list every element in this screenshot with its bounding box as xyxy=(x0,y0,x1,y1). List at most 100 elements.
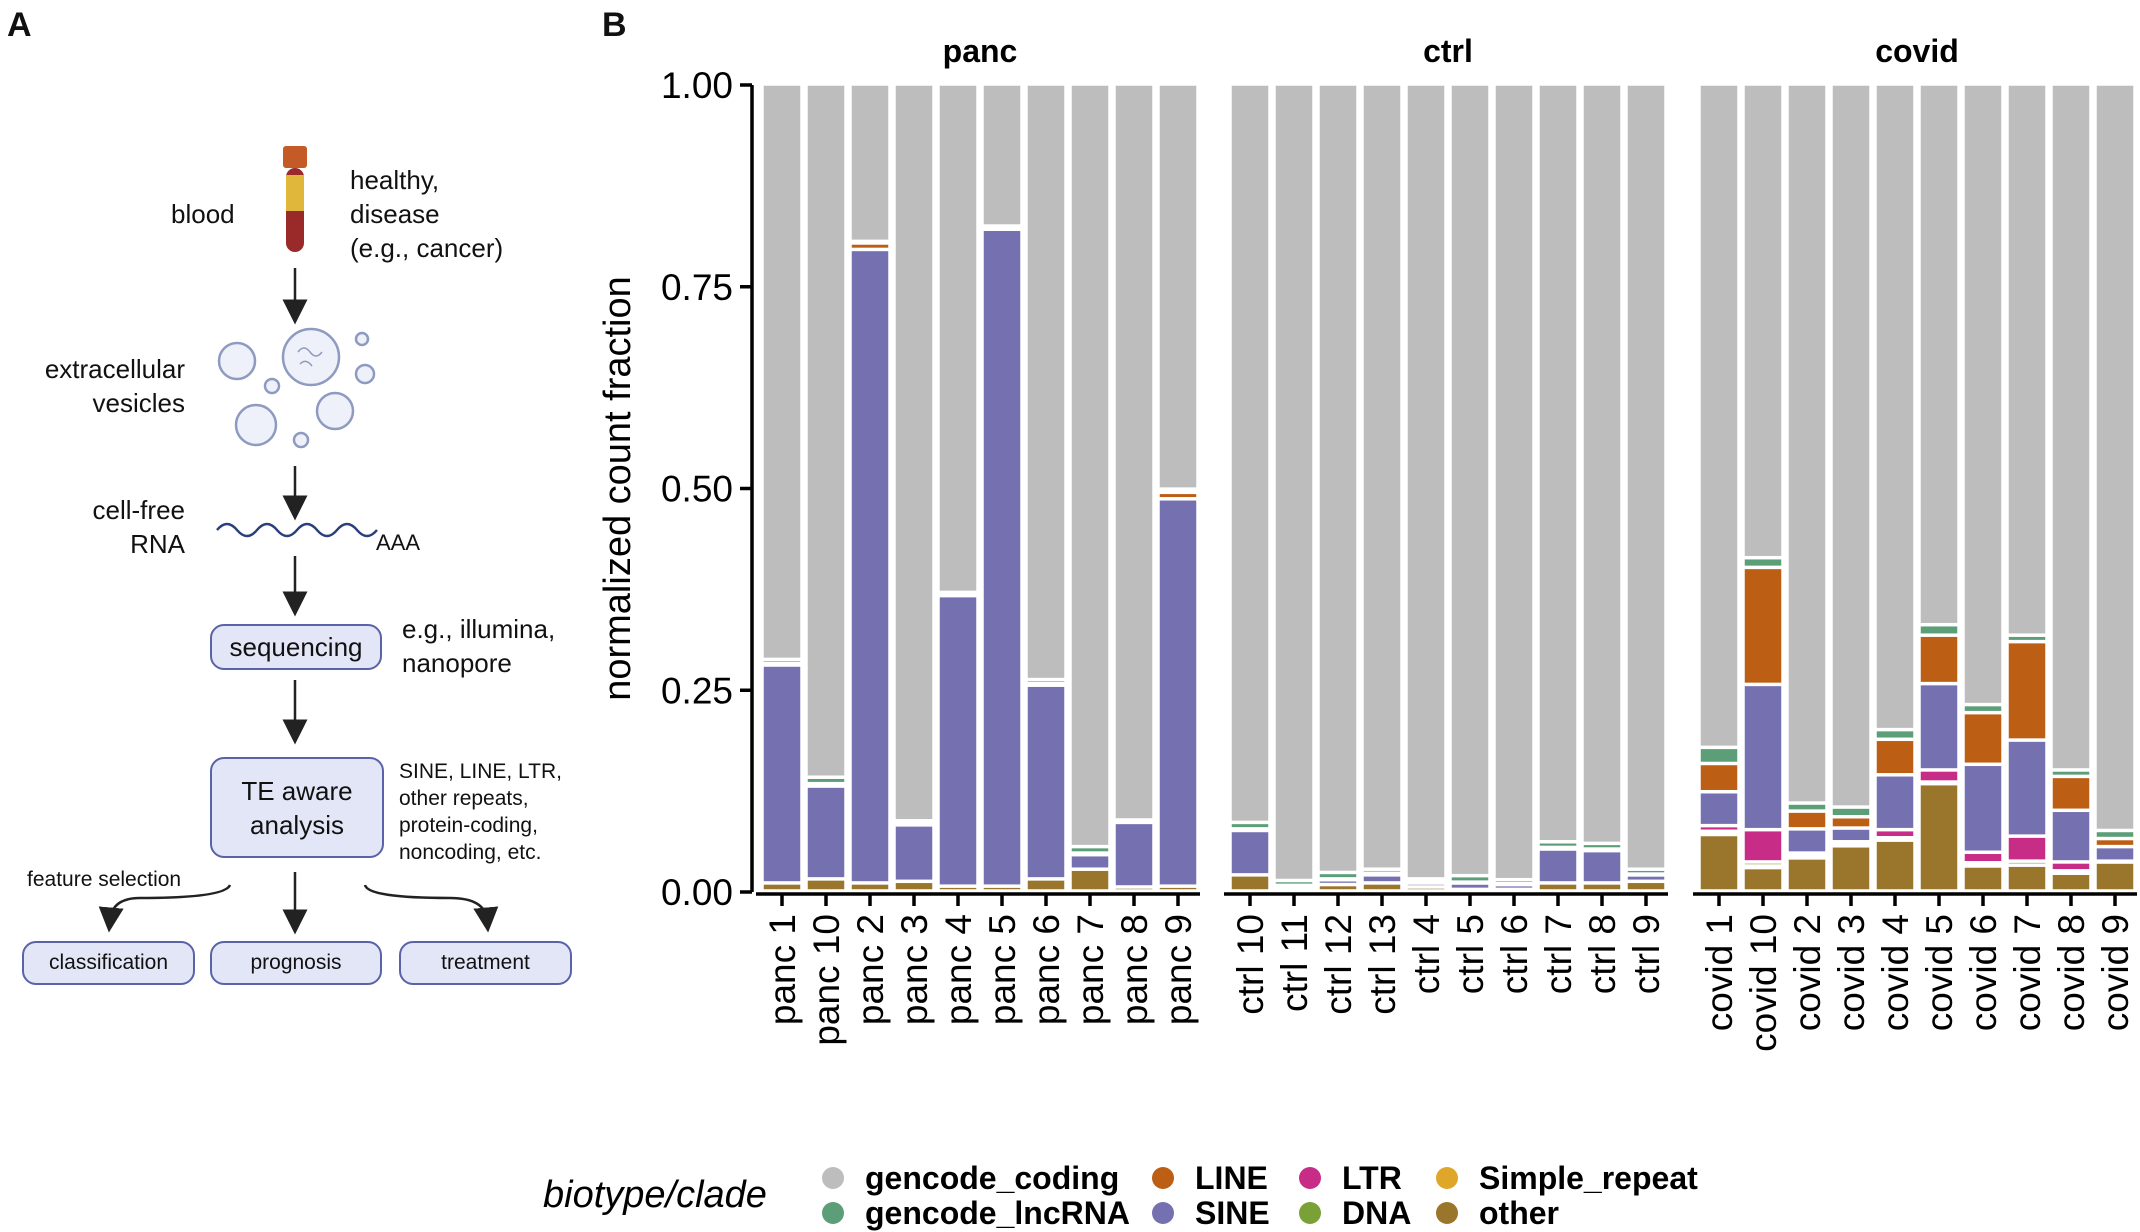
bar-segment-gencode_coding xyxy=(2095,84,2135,831)
treatment-label: treatment xyxy=(441,951,530,974)
x-tick-label: covid 7 xyxy=(2007,914,2048,1031)
x-tick-label: panc 10 xyxy=(806,914,847,1046)
legend-label-gencode_coding: gencode_coding xyxy=(865,1160,1119,1196)
facet-title-panc: panc xyxy=(943,33,1018,69)
classification-label: classification xyxy=(48,951,169,974)
bar-segment-LINE xyxy=(1699,763,1739,792)
bar-segment-gencode_coding xyxy=(1919,84,1959,625)
bar-segment-other xyxy=(1318,884,1358,891)
vesicles-icon xyxy=(217,327,376,449)
bar-segment-LINE xyxy=(1831,817,1871,828)
bar-segment-gencode_coding xyxy=(1743,84,1783,558)
bar-segment-other xyxy=(1626,881,1666,891)
bar-segment-gencode_coding xyxy=(1787,84,1827,803)
legend-label-Simple_repeat: Simple_repeat xyxy=(1479,1160,1698,1196)
bar-segment-SINE xyxy=(1582,850,1622,883)
bar-segment-gencode_lncRNA xyxy=(1274,880,1314,886)
blood-note: healthy, disease (e.g., cancer) xyxy=(350,163,503,265)
bar-segment-SINE xyxy=(1230,830,1270,875)
bar-segment-gencode_lncRNA xyxy=(850,241,890,244)
bar-segment-gencode_lncRNA xyxy=(1158,489,1198,493)
bar-segment-LTR xyxy=(1699,825,1739,832)
prognosis-box: prognosis xyxy=(210,941,382,985)
bar-segment-LINE xyxy=(894,824,934,827)
x-tick-label: panc 7 xyxy=(1070,914,1111,1025)
bar-segment-other xyxy=(850,883,890,891)
bar-segment-LINE xyxy=(1230,829,1270,832)
bar-segment-DNA xyxy=(1743,862,1783,866)
bar-segment-other xyxy=(982,886,1022,891)
bar-segment-gencode_lncRNA xyxy=(1787,803,1827,811)
bar-segment-gencode_coding xyxy=(1699,84,1739,748)
bar-segment-gencode_lncRNA xyxy=(1743,557,1783,568)
x-tick-label: panc 2 xyxy=(850,914,891,1025)
legend-swatch-other xyxy=(1436,1202,1458,1224)
bar-segment-LINE xyxy=(806,783,846,787)
bar-segment-LTR xyxy=(1787,853,1827,857)
bar-segment-Simple_repeat xyxy=(1699,831,1739,835)
bar-segment-SINE xyxy=(1743,684,1783,830)
bar-segment-LINE xyxy=(2007,641,2047,740)
cfrna-label-line: RNA xyxy=(130,529,185,559)
bar-segment-gencode_coding xyxy=(1494,84,1534,880)
bar-segment-gencode_lncRNA xyxy=(762,659,802,664)
x-tick-label: covid 1 xyxy=(1699,914,1740,1031)
sequencing-label: sequencing xyxy=(229,632,363,662)
x-tick-label: panc 3 xyxy=(894,914,935,1025)
bar-segment-Simple_repeat xyxy=(2051,871,2091,874)
legend-label-SINE: SINE xyxy=(1195,1195,1270,1231)
bar-segment-other xyxy=(2051,873,2091,891)
bar-segment-Simple_repeat xyxy=(1743,866,1783,869)
y-tick-label: 1.00 xyxy=(661,65,733,106)
bar-segment-gencode_lncRNA xyxy=(1831,807,1871,817)
bar-segment-SINE xyxy=(1831,828,1871,842)
ev-label-line: vesicles xyxy=(92,388,185,418)
bar-segment-LINE xyxy=(1318,879,1358,882)
bar-segment-LINE xyxy=(1450,882,1490,885)
bar-segment-SINE xyxy=(2051,810,2091,862)
bar-segment-SINE xyxy=(2095,846,2135,861)
x-tick-label: panc 6 xyxy=(1026,914,1067,1025)
x-tick-label: covid 3 xyxy=(1831,914,1872,1031)
bar-segment-SINE xyxy=(850,249,890,883)
bar-segment-SINE xyxy=(762,665,802,883)
bar-segment-SINE xyxy=(1158,499,1198,886)
bar-segment-LINE xyxy=(1406,882,1446,885)
bar-segment-other xyxy=(1230,875,1270,891)
bar-segment-other xyxy=(1114,887,1154,891)
bar-segment-gencode_coding xyxy=(2007,84,2047,635)
cfrna-label: cell-free RNA xyxy=(93,493,185,561)
bar-segment-other xyxy=(806,879,846,891)
bar-segment-LINE xyxy=(1538,847,1578,850)
legend-label-DNA: DNA xyxy=(1342,1195,1411,1231)
bar-segment-LINE xyxy=(1362,873,1402,876)
x-tick-label: ctrl 11 xyxy=(1274,914,1315,1012)
bar-segment-SINE xyxy=(1963,764,2003,853)
facet-title-ctrl: ctrl xyxy=(1423,33,1473,69)
seq-note-line: e.g., illumina, xyxy=(402,614,556,644)
bar-segment-gencode_coding xyxy=(1963,84,2003,705)
analysis-label-line: analysis xyxy=(250,809,344,840)
bar-segment-LINE xyxy=(850,243,890,250)
bar-segment-other xyxy=(1582,883,1622,891)
bar-segment-gencode_coding xyxy=(1158,84,1198,489)
bar-segment-SINE xyxy=(1274,885,1314,889)
bar-segment-SINE xyxy=(1699,791,1739,826)
bar-segment-Simple_repeat xyxy=(1963,864,2003,867)
blood-label: blood xyxy=(171,199,235,229)
bar-segment-gencode_lncRNA xyxy=(1626,869,1666,874)
bar-segment-SINE xyxy=(1875,775,1915,830)
legend-swatch-DNA xyxy=(1299,1202,1321,1224)
bar-segment-gencode_coding xyxy=(1406,84,1446,879)
y-axis-label: normalized count fraction xyxy=(597,276,639,701)
blood-note-line: healthy, xyxy=(350,165,440,195)
y-tick-label: 0.00 xyxy=(661,872,733,913)
bar-segment-LINE xyxy=(1875,739,1915,775)
treatment-box: treatment xyxy=(399,941,572,985)
bar-segment-gencode_coding xyxy=(938,84,978,593)
bar-segment-SINE xyxy=(1070,854,1110,869)
bar-segment-gencode_lncRNA xyxy=(1538,842,1578,848)
x-tick-label: ctrl 4 xyxy=(1406,914,1447,994)
x-tick-label: covid 4 xyxy=(1875,914,1916,1031)
bar-segment-LINE xyxy=(1626,874,1666,877)
